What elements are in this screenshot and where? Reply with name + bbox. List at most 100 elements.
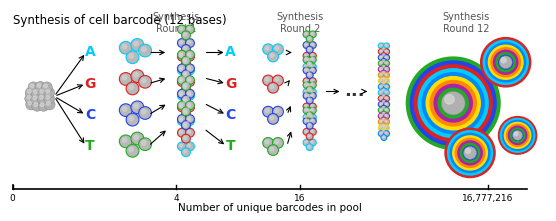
Circle shape <box>272 75 284 86</box>
Circle shape <box>183 111 187 114</box>
Circle shape <box>31 94 42 105</box>
Circle shape <box>383 48 384 50</box>
Circle shape <box>465 148 470 153</box>
Circle shape <box>380 62 382 64</box>
Circle shape <box>181 95 190 104</box>
Circle shape <box>303 88 310 95</box>
Circle shape <box>181 109 190 118</box>
Circle shape <box>383 112 384 115</box>
Circle shape <box>180 78 182 81</box>
Circle shape <box>183 123 187 126</box>
Text: C: C <box>85 108 95 122</box>
Circle shape <box>306 93 313 100</box>
Circle shape <box>303 103 310 110</box>
Circle shape <box>46 95 49 99</box>
Circle shape <box>378 125 384 131</box>
Circle shape <box>187 117 191 120</box>
Circle shape <box>381 47 387 53</box>
Circle shape <box>305 130 307 132</box>
Circle shape <box>503 60 508 65</box>
Circle shape <box>502 120 533 151</box>
Circle shape <box>381 88 387 94</box>
Circle shape <box>380 44 382 46</box>
Circle shape <box>131 38 144 51</box>
Circle shape <box>384 84 390 90</box>
Circle shape <box>183 47 187 50</box>
Circle shape <box>187 68 191 71</box>
Circle shape <box>303 128 310 135</box>
Circle shape <box>309 52 316 59</box>
Circle shape <box>305 58 307 60</box>
Circle shape <box>186 78 195 86</box>
Circle shape <box>180 105 182 108</box>
Circle shape <box>498 55 513 70</box>
Circle shape <box>186 89 195 98</box>
Circle shape <box>43 84 47 88</box>
Circle shape <box>441 91 465 115</box>
Circle shape <box>414 64 493 142</box>
Text: G: G <box>84 77 96 91</box>
Circle shape <box>267 82 279 93</box>
Circle shape <box>142 78 146 83</box>
Circle shape <box>506 124 529 147</box>
Circle shape <box>33 96 37 100</box>
Circle shape <box>305 79 307 82</box>
Circle shape <box>44 99 55 110</box>
Circle shape <box>381 105 387 111</box>
Circle shape <box>275 140 279 144</box>
Circle shape <box>134 73 138 77</box>
Circle shape <box>309 56 316 63</box>
Circle shape <box>311 54 314 56</box>
Circle shape <box>384 90 390 96</box>
Circle shape <box>498 116 538 155</box>
Circle shape <box>444 128 496 178</box>
Circle shape <box>177 101 186 110</box>
Circle shape <box>33 90 37 94</box>
Circle shape <box>306 118 313 125</box>
Circle shape <box>306 86 313 93</box>
Circle shape <box>303 107 310 114</box>
Circle shape <box>44 87 54 98</box>
Circle shape <box>186 91 195 100</box>
Circle shape <box>499 56 512 69</box>
Circle shape <box>306 68 313 74</box>
Circle shape <box>308 124 310 126</box>
Text: T: T <box>226 139 235 153</box>
Circle shape <box>187 41 191 44</box>
Circle shape <box>120 104 132 116</box>
Circle shape <box>177 25 186 34</box>
Circle shape <box>384 96 390 101</box>
Circle shape <box>421 72 485 134</box>
Circle shape <box>383 54 384 56</box>
Circle shape <box>177 91 186 100</box>
Circle shape <box>267 145 279 155</box>
Circle shape <box>385 97 387 99</box>
Circle shape <box>180 27 182 30</box>
Circle shape <box>309 63 316 70</box>
Circle shape <box>129 54 133 58</box>
Circle shape <box>142 141 146 145</box>
Circle shape <box>381 94 387 99</box>
Circle shape <box>500 57 511 67</box>
Circle shape <box>308 120 310 122</box>
Circle shape <box>384 43 390 49</box>
Circle shape <box>510 128 525 143</box>
Circle shape <box>441 91 465 115</box>
Circle shape <box>384 61 390 66</box>
Circle shape <box>311 109 314 111</box>
Circle shape <box>177 66 186 75</box>
Text: G: G <box>225 77 236 91</box>
Circle shape <box>515 133 519 137</box>
Circle shape <box>303 78 310 85</box>
Circle shape <box>275 109 279 112</box>
Text: T: T <box>85 139 95 153</box>
Circle shape <box>309 82 316 88</box>
Circle shape <box>305 83 307 86</box>
Circle shape <box>186 101 195 110</box>
Circle shape <box>380 126 382 128</box>
Circle shape <box>311 65 314 67</box>
Circle shape <box>378 131 384 137</box>
Circle shape <box>383 83 384 85</box>
Circle shape <box>303 63 310 70</box>
Circle shape <box>270 116 274 120</box>
